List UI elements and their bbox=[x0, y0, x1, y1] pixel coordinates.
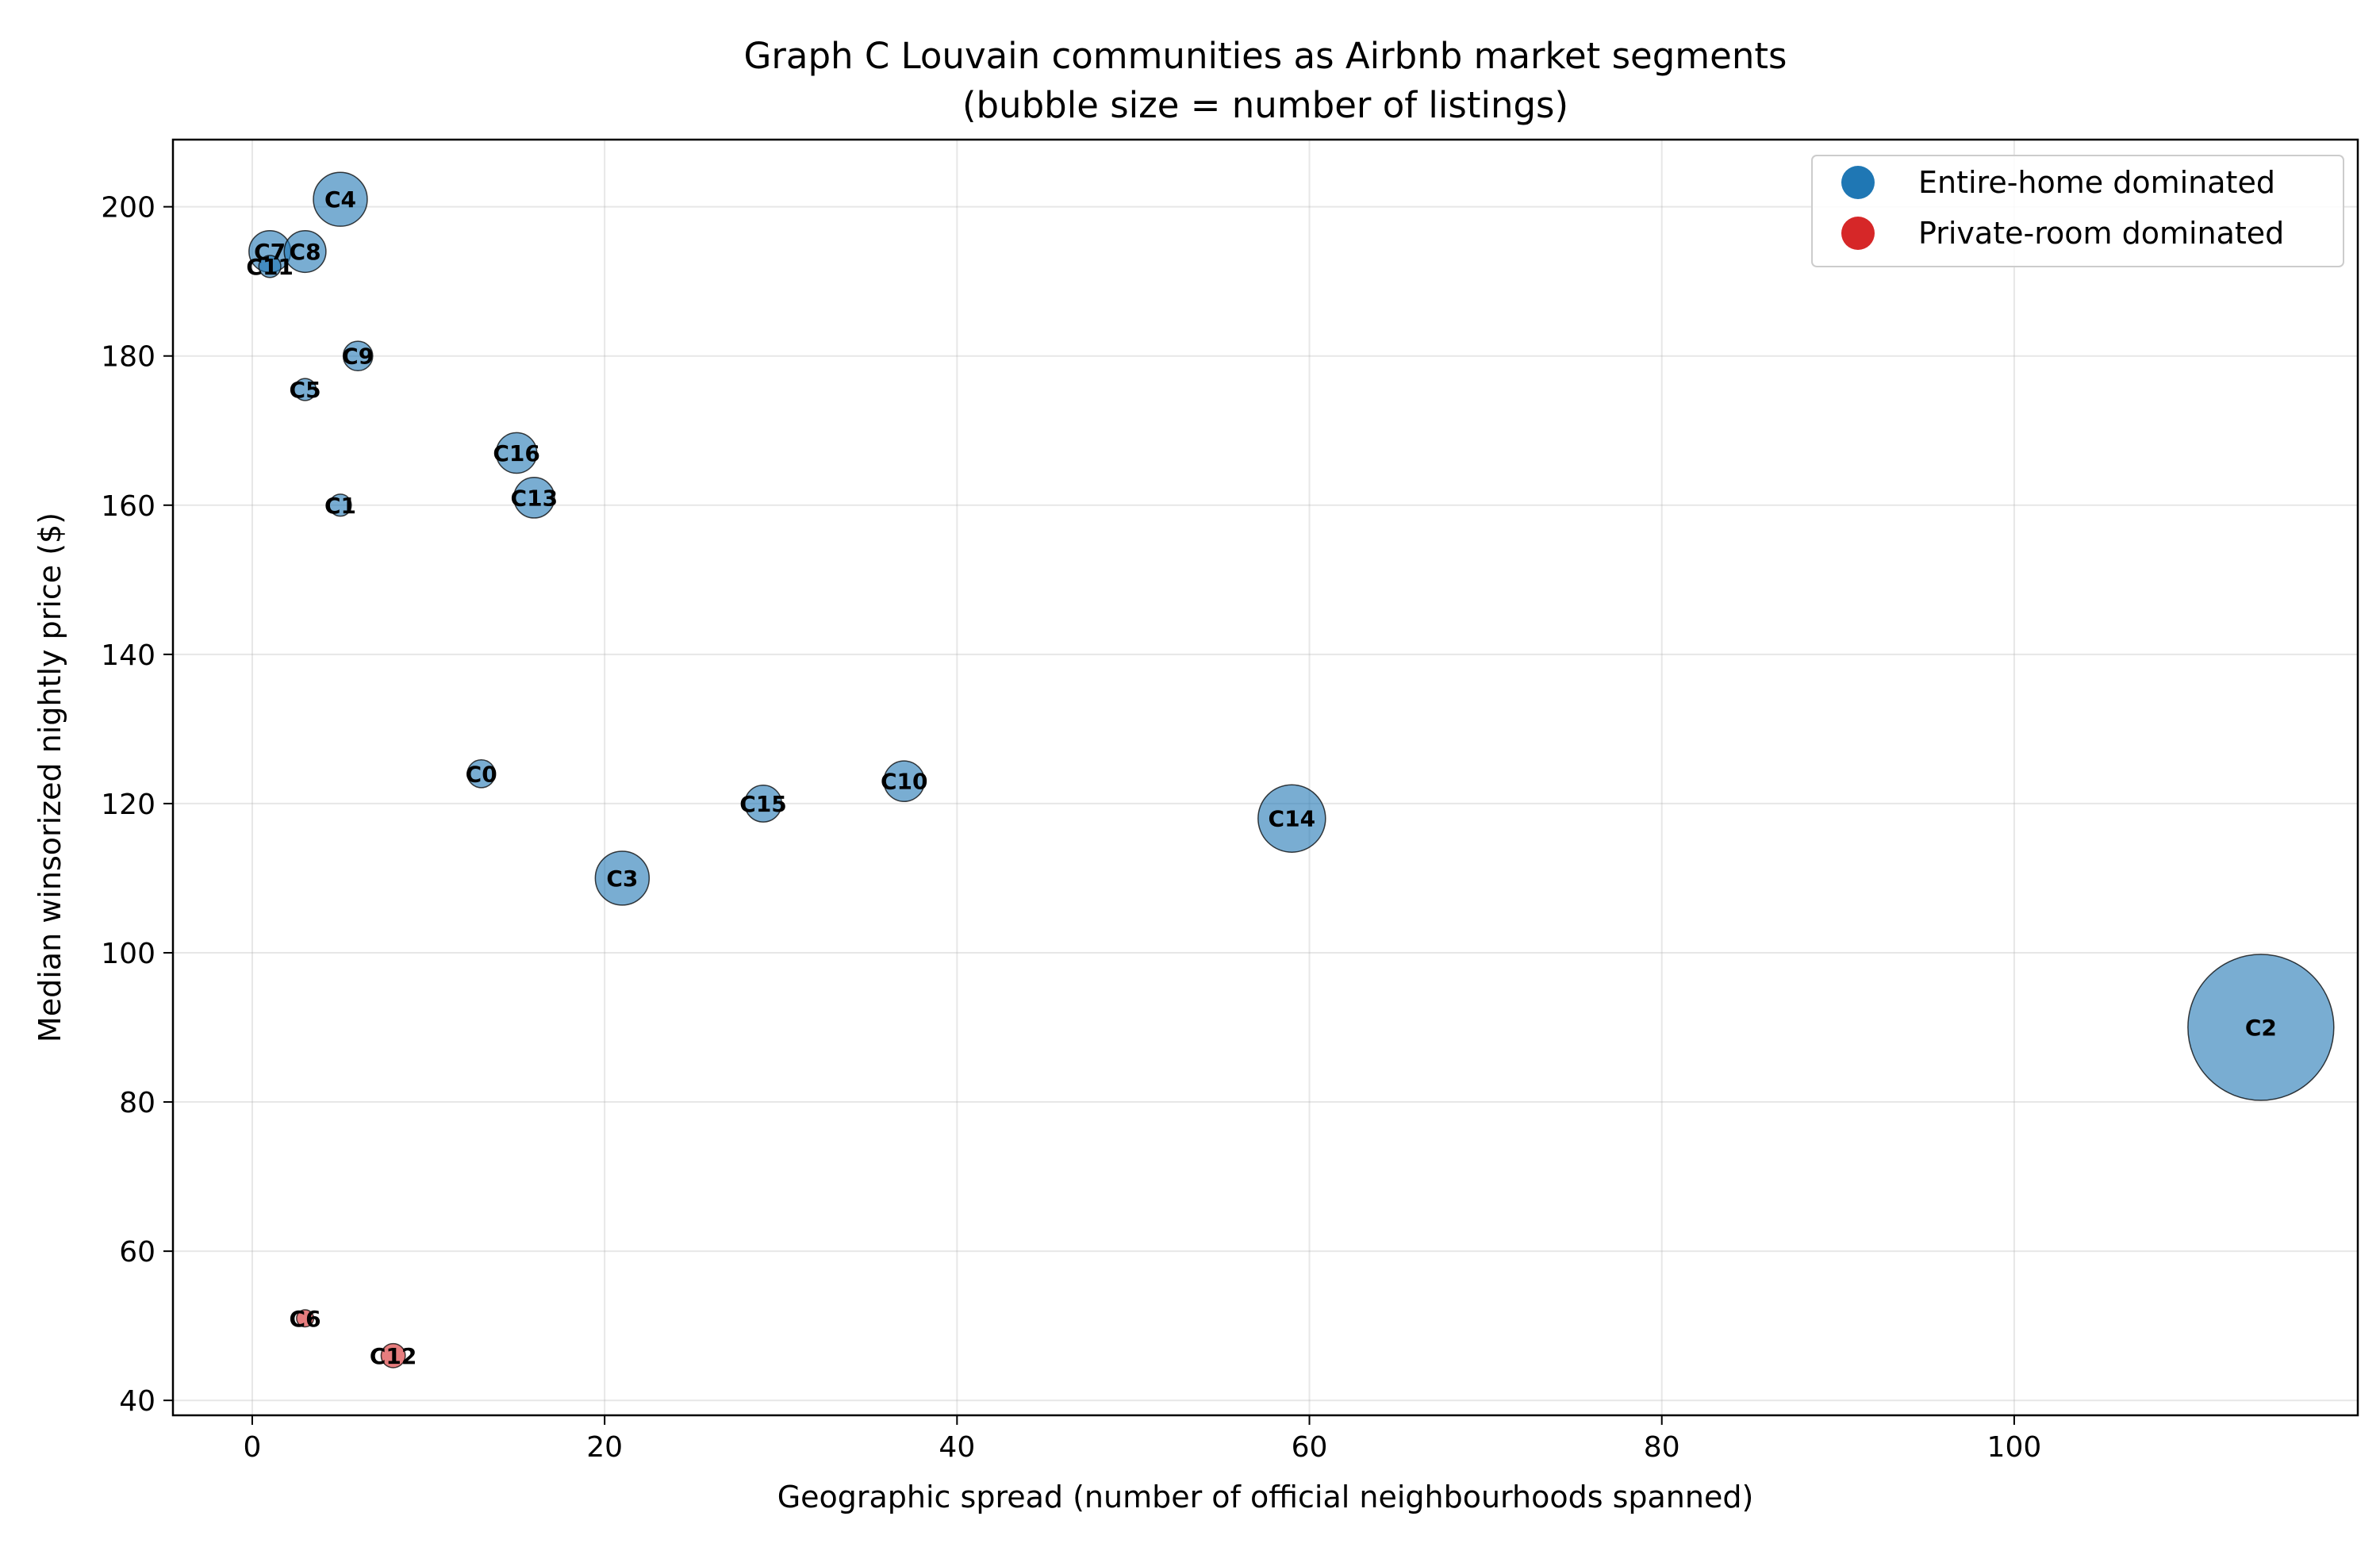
bubble-label-c1: C1 bbox=[324, 493, 356, 519]
bubble-c13 bbox=[512, 477, 555, 519]
bubble-c15 bbox=[744, 784, 782, 823]
legend-marker-private-room bbox=[1841, 217, 1875, 250]
bubble-label-c2: C2 bbox=[2245, 1015, 2277, 1041]
chart-title: Graph C Louvain communities as Airbnb ma… bbox=[744, 35, 1787, 77]
bubble-c0 bbox=[466, 759, 496, 789]
bubble-label-c7: C7 bbox=[254, 239, 286, 265]
bubble-label-c12: C12 bbox=[370, 1343, 417, 1369]
bubble-label-c9: C9 bbox=[342, 344, 374, 370]
bubble-label-c10: C10 bbox=[881, 769, 928, 795]
plot-frame bbox=[171, 138, 2359, 1417]
y-tick-label: 80 bbox=[119, 1087, 155, 1119]
legend-entry-private-room: Private-room dominated bbox=[1918, 216, 2284, 251]
axis-ticks: 0 20 40 60 80 100 40 60 80 100 120 140 160 180 200 bbox=[101, 192, 2041, 1464]
x-tick-label: 100 bbox=[1987, 1431, 2042, 1464]
bubble-c3 bbox=[594, 850, 651, 906]
y-tick-label: 100 bbox=[101, 938, 155, 970]
bubble-label-c16: C16 bbox=[493, 440, 540, 466]
bubble-label-c0: C0 bbox=[466, 761, 497, 787]
bubble-label-c14: C14 bbox=[1269, 806, 1316, 832]
x-tick-label: 40 bbox=[939, 1431, 975, 1464]
x-tick-label: 20 bbox=[586, 1431, 623, 1464]
y-tick-label: 160 bbox=[101, 490, 155, 523]
legend: Entire-home dominated Private-room domin… bbox=[1811, 155, 2344, 267]
bubble-c8 bbox=[283, 229, 327, 274]
bubble-c12 bbox=[380, 1342, 406, 1368]
bubble-label-c3: C3 bbox=[606, 866, 638, 892]
y-tick-label: 180 bbox=[101, 341, 155, 374]
legend-entry-entire-home: Entire-home dominated bbox=[1918, 165, 2275, 200]
bubble-c9 bbox=[342, 340, 374, 372]
bubble-c6 bbox=[296, 1309, 315, 1328]
bubble-label-c5: C5 bbox=[290, 377, 321, 403]
y-tick-label: 60 bbox=[119, 1236, 155, 1269]
bubble-c1 bbox=[328, 493, 352, 517]
bubble-c10 bbox=[883, 760, 926, 803]
bubble-c4 bbox=[313, 171, 368, 227]
bubble-c2 bbox=[2187, 954, 2335, 1101]
bubble-c16 bbox=[495, 432, 538, 474]
bubbles bbox=[248, 171, 2335, 1368]
bubble-label-c13: C13 bbox=[511, 485, 559, 511]
y-tick-label: 40 bbox=[119, 1385, 155, 1418]
y-tick-label: 200 bbox=[101, 192, 155, 225]
bubble-labels: C0 C1 C2 C3 C4 C5 C6 C7 C8 C9 C10 C11 C12 C13 C14 C15 C1… bbox=[246, 186, 2276, 1369]
bubble-label-c11: C11 bbox=[246, 254, 294, 280]
bubble-c11 bbox=[258, 255, 282, 278]
x-tick-label: 80 bbox=[1644, 1431, 1680, 1464]
x-tick-label: 0 bbox=[243, 1431, 261, 1464]
legend-box bbox=[1811, 155, 2344, 267]
y-axis-label: Median winsorized nightly price ($) bbox=[33, 512, 67, 1042]
chart-subtitle: (bubble size = number of listings) bbox=[962, 84, 1568, 126]
bubble-label-c15: C15 bbox=[739, 791, 787, 817]
x-axis-label: Geographic spread (number of official ne… bbox=[777, 1480, 1754, 1514]
bubble-c5 bbox=[293, 378, 317, 401]
y-tick-label: 120 bbox=[101, 789, 155, 821]
bubble-c14 bbox=[1257, 784, 1326, 853]
bubble-label-c4: C4 bbox=[324, 186, 356, 213]
bubble-label-c6: C6 bbox=[290, 1306, 321, 1332]
legend-marker-entire-home bbox=[1841, 166, 1875, 199]
x-tick-label: 60 bbox=[1292, 1431, 1328, 1464]
bubble-label-c8: C8 bbox=[290, 239, 321, 265]
y-tick-label: 140 bbox=[101, 639, 155, 672]
